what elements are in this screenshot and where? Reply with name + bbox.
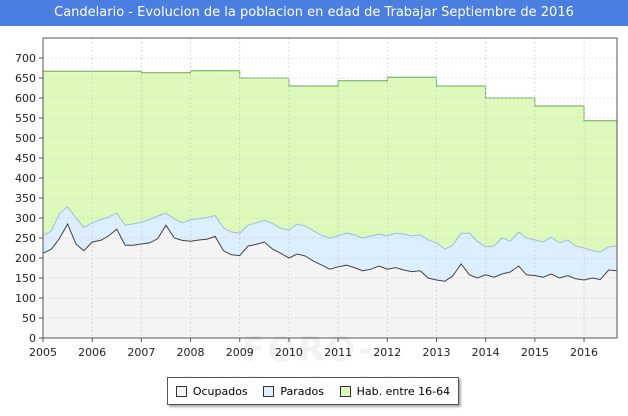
legend-item-hab: Hab. entre 16-64: [339, 384, 451, 398]
chart-title: Candelario - Evolucion de la poblacion e…: [0, 0, 628, 26]
x-tick-label: 2012: [373, 346, 401, 359]
y-tick-label: 350: [15, 192, 36, 205]
series-ocupados-area: [43, 224, 617, 338]
y-tick-label: 150: [15, 272, 36, 285]
y-tick-label: 650: [15, 72, 36, 85]
x-tick-label: 2008: [177, 346, 205, 359]
x-tick-label: 2006: [78, 346, 106, 359]
plot-frame: [42, 37, 618, 339]
y-tick-label: 250: [15, 232, 36, 245]
x-tick-label: 2014: [472, 346, 500, 359]
legend-item-ocupados: Ocupados: [175, 384, 248, 398]
legend: Ocupados Parados Hab. entre 16-64: [167, 377, 459, 405]
series-ocupados-line: [42, 222, 618, 282]
y-tick-label: 50: [22, 312, 36, 325]
y-tick-label: 200: [15, 252, 36, 265]
y-tick-label: 0: [29, 332, 36, 345]
legend-label-parados: Parados: [280, 384, 324, 398]
y-tick-label: 550: [15, 112, 36, 125]
y-tick-label: 300: [15, 212, 36, 225]
y-tick-label: 600: [15, 92, 36, 105]
legend-item-parados: Parados: [263, 385, 324, 398]
y-tick-label: 400: [15, 172, 36, 185]
x-tick-label: 2016: [570, 346, 598, 359]
x-tick-label: 2009: [226, 346, 254, 359]
x-tick-label: 2007: [127, 346, 155, 359]
x-tick-label: 2015: [521, 346, 549, 359]
y-tick-label: 500: [15, 132, 36, 145]
legend-swatch-hab: [339, 385, 351, 397]
legend-swatch-ocupados: [175, 385, 187, 397]
y-tick-label: 100: [15, 292, 36, 305]
x-tick-label: 2013: [422, 346, 450, 359]
legend-label-hab: Hab. entre 16-64: [356, 384, 451, 398]
x-tick-label: 2011: [324, 346, 352, 359]
series-parados-line: [42, 206, 618, 253]
legend-label-ocupados: Ocupados: [192, 384, 248, 398]
y-tick-label: 450: [15, 152, 36, 165]
x-tick-label: 2005: [29, 346, 57, 359]
y-tick-label: 700: [15, 52, 36, 65]
x-tick-label: 2010: [275, 346, 303, 359]
chart-area: 0 50 100 150 200 250 300 350 400 450 500 550 600 650 7…: [15, 37, 618, 359]
legend-swatch-parados: [263, 385, 275, 397]
